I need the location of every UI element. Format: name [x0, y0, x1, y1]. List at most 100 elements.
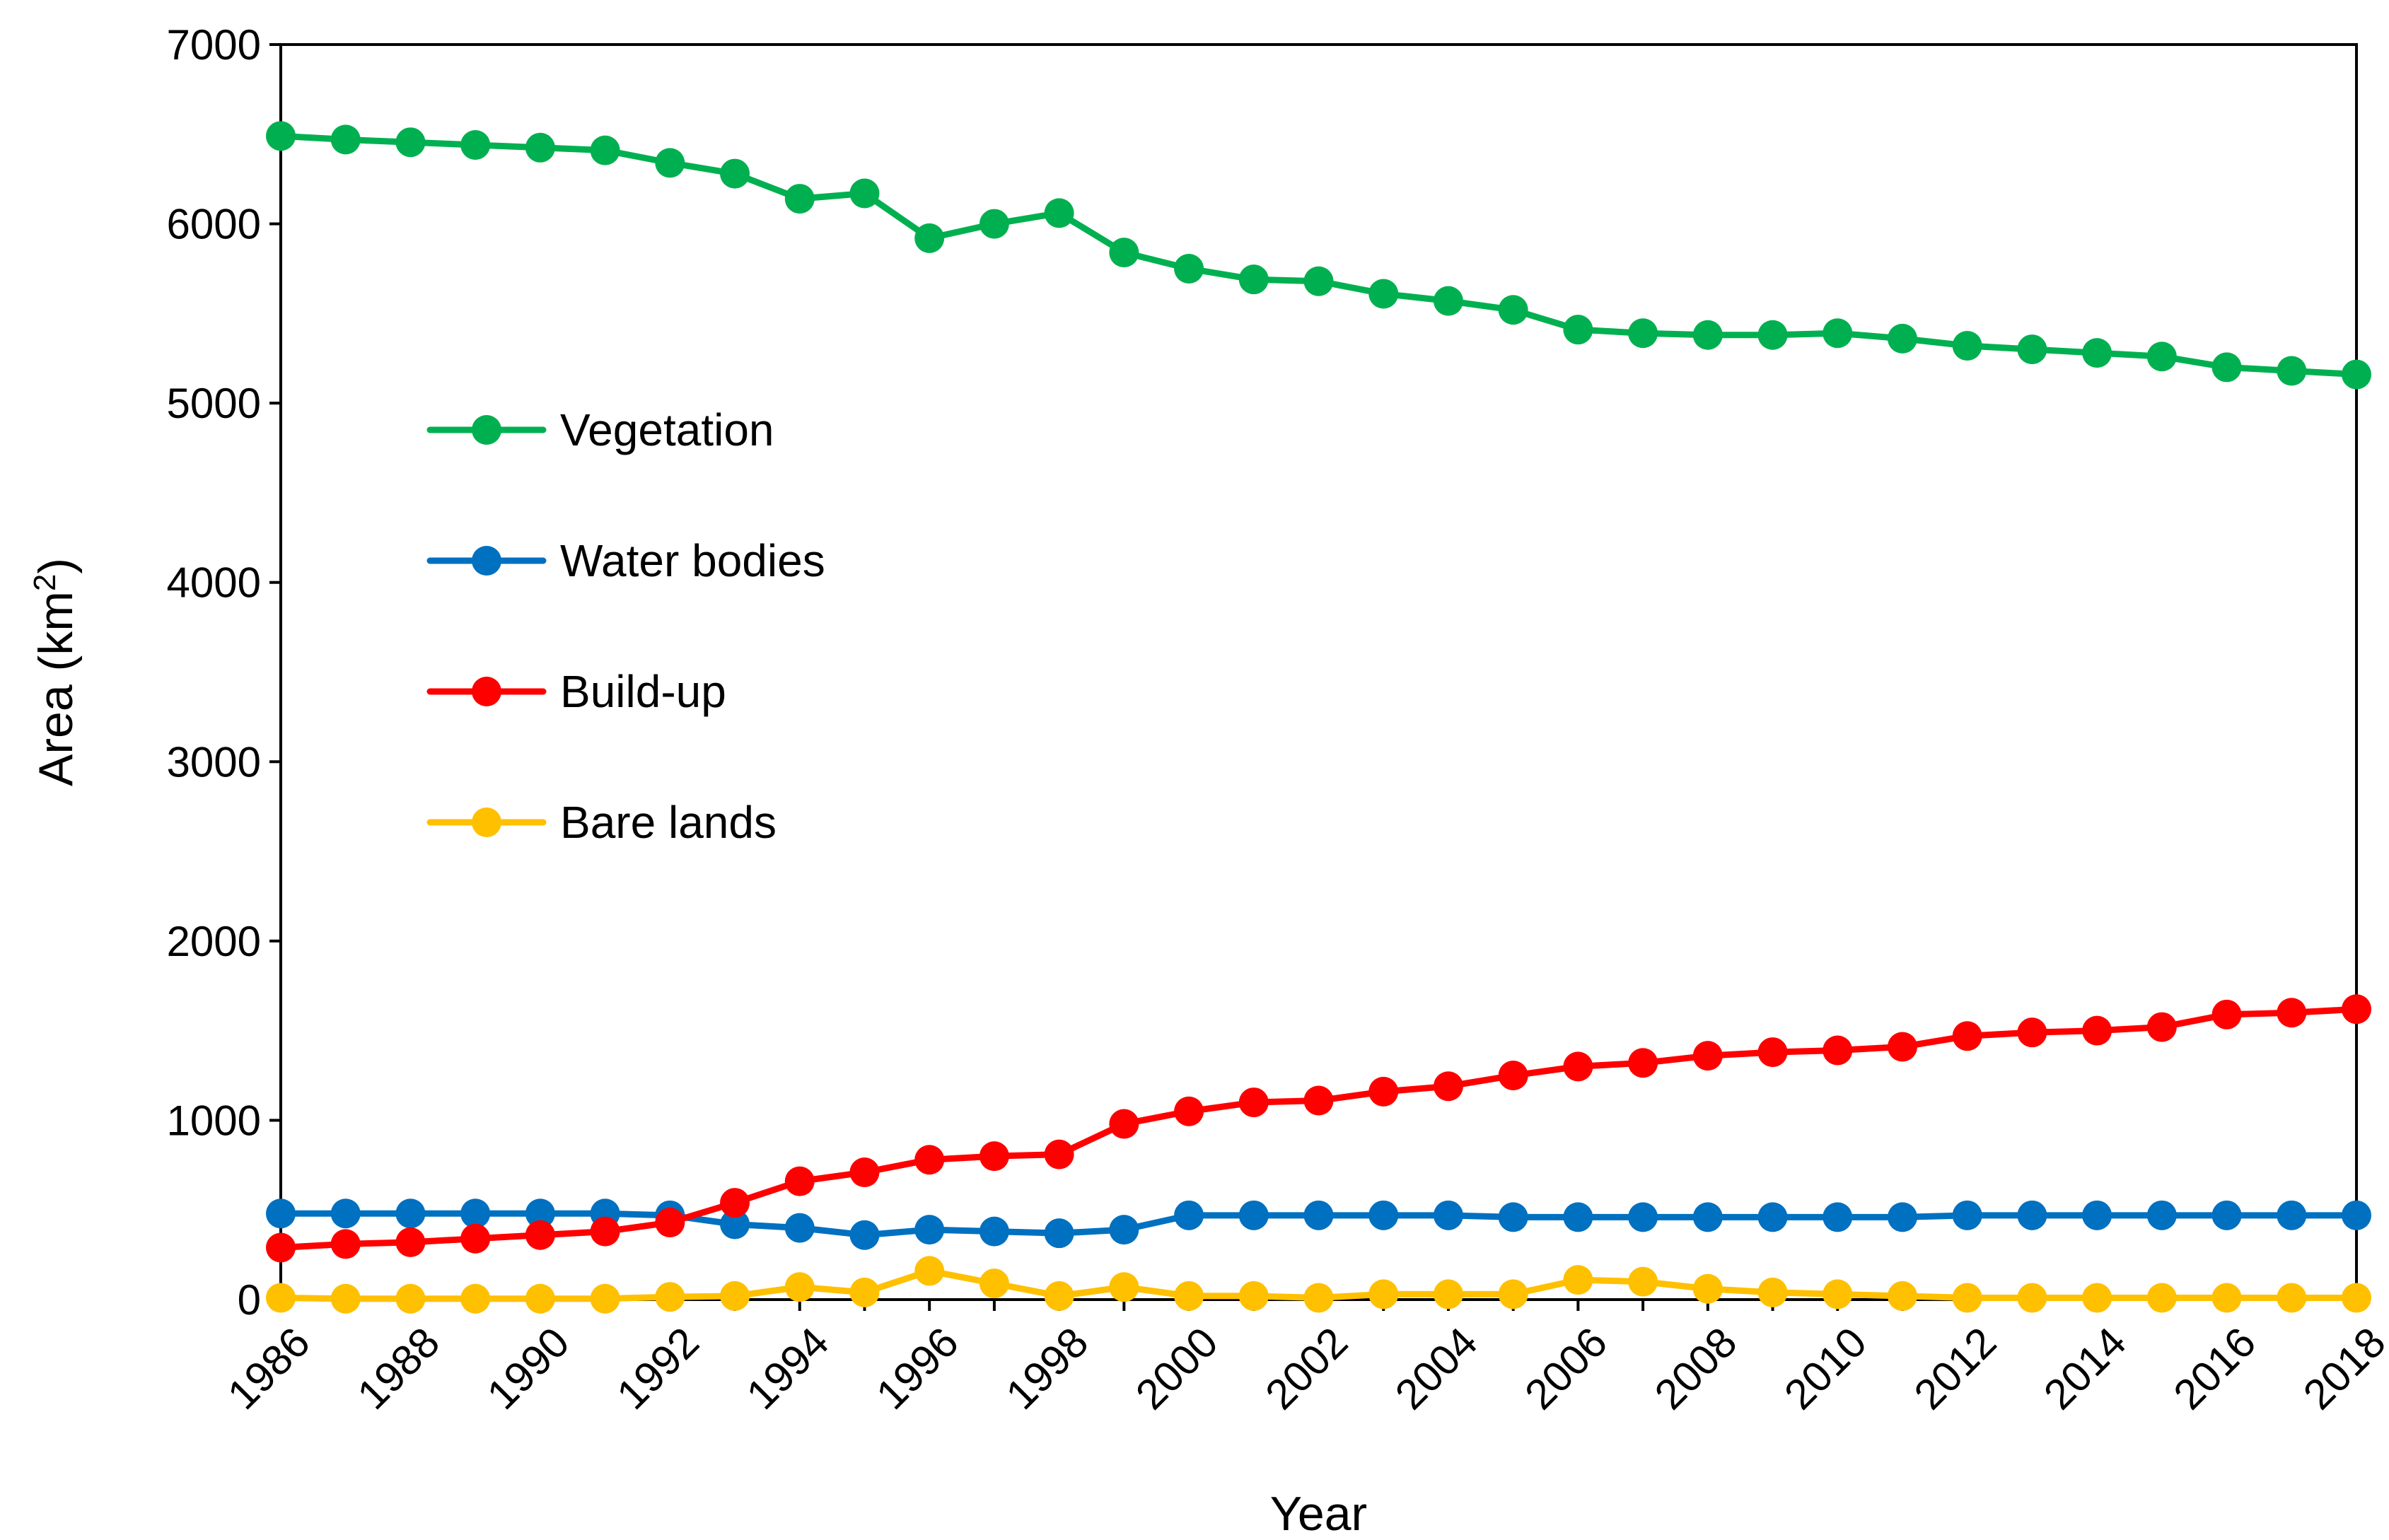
data-point-bare-lands: [1368, 1279, 1399, 1309]
data-point-build-up: [395, 1227, 426, 1257]
series-bare-lands: [266, 1256, 2371, 1314]
data-point-vegetation: [1692, 320, 1723, 350]
data-point-bare-lands: [2277, 1283, 2307, 1313]
data-point-bare-lands: [395, 1283, 426, 1314]
data-point-bare-lands: [720, 1281, 750, 1311]
data-point-vegetation: [1952, 331, 1982, 361]
x-tick-label: 2016: [2165, 1318, 2265, 1418]
data-point-water-bodies: [2277, 1200, 2307, 1230]
data-point-vegetation: [2342, 359, 2371, 390]
y-axis-title: Area (km2): [28, 558, 83, 786]
data-point-bare-lands: [1563, 1265, 1593, 1295]
series-water-bodies: [266, 1198, 2371, 1250]
data-point-build-up: [1628, 1048, 1658, 1078]
data-point-build-up: [2342, 994, 2371, 1025]
x-tick-label: 1988: [348, 1318, 448, 1418]
data-point-vegetation: [2082, 338, 2112, 368]
y-tick-label: 7000: [167, 21, 261, 69]
legend-item-vegetation: Vegetation: [426, 404, 774, 455]
y-axis: 0 1000 2000 3000 4000 5000 6000 7000: [167, 21, 281, 1324]
data-point-build-up: [2211, 999, 2242, 1029]
y-tick-label: 0: [238, 1276, 261, 1324]
legend-marker-water-bodies: [472, 546, 501, 576]
legend: Vegetation Water bodies Build-up Bare lands: [426, 404, 825, 848]
data-point-vegetation: [1109, 238, 1139, 268]
data-point-water-bodies: [460, 1198, 491, 1229]
data-point-bare-lands: [1238, 1281, 1269, 1311]
data-point-vegetation: [1303, 266, 1334, 296]
y-axis-title-main: Area (km: [29, 591, 83, 786]
x-tick-label: 2012: [1905, 1318, 2006, 1418]
x-tick-label: 2004: [1386, 1318, 1487, 1418]
data-point-water-bodies: [2342, 1200, 2371, 1230]
x-tick-label: 1994: [738, 1318, 838, 1418]
data-point-build-up: [784, 1166, 815, 1196]
data-point-bare-lands: [1109, 1272, 1139, 1302]
y-tick-label: 5000: [167, 380, 261, 427]
data-point-water-bodies: [266, 1198, 296, 1229]
x-tick-label: 1986: [219, 1318, 319, 1418]
y-tick-label: 1000: [167, 1097, 261, 1144]
x-tick-label: 2008: [1646, 1318, 1746, 1418]
data-point-vegetation: [1887, 323, 1917, 354]
data-point-water-bodies: [1498, 1202, 1528, 1232]
x-tick-label: 2000: [1127, 1318, 1227, 1418]
x-tick-label: 2014: [2035, 1318, 2135, 1418]
data-point-build-up: [1498, 1061, 1528, 1091]
data-point-build-up: [2146, 1012, 2177, 1042]
data-point-bare-lands: [460, 1283, 491, 1314]
x-tick-label: 1990: [478, 1318, 579, 1418]
data-point-build-up: [1952, 1021, 1982, 1051]
x-tick-label: 1998: [997, 1318, 1098, 1418]
data-point-bare-lands: [979, 1268, 1009, 1299]
data-point-vegetation: [784, 184, 815, 214]
data-point-water-bodies: [395, 1198, 426, 1229]
data-point-bare-lands: [1823, 1279, 1853, 1309]
data-point-vegetation: [914, 223, 945, 253]
data-point-build-up: [1563, 1051, 1593, 1082]
data-point-bare-lands: [1174, 1281, 1204, 1311]
data-point-bare-lands: [1692, 1273, 1723, 1304]
data-point-bare-lands: [1044, 1281, 1074, 1311]
data-point-build-up: [1823, 1035, 1853, 1066]
data-point-water-bodies: [1887, 1202, 1917, 1232]
x-tick-label: 2002: [1256, 1318, 1356, 1418]
data-point-water-bodies: [1952, 1200, 1982, 1230]
data-point-bare-lands: [655, 1282, 685, 1312]
data-point-vegetation: [1823, 318, 1853, 349]
data-point-water-bodies: [330, 1198, 361, 1229]
legend-marker-vegetation: [472, 415, 501, 445]
data-point-vegetation: [1174, 253, 1204, 284]
data-point-bare-lands: [2211, 1283, 2242, 1313]
data-point-water-bodies: [784, 1213, 815, 1243]
legend-label-water-bodies: Water bodies: [560, 535, 825, 586]
x-tick-label: 1992: [608, 1318, 708, 1418]
data-point-bare-lands: [2342, 1283, 2371, 1313]
data-point-vegetation: [330, 124, 361, 155]
data-point-bare-lands: [1303, 1283, 1334, 1313]
data-point-build-up: [590, 1216, 620, 1247]
legend-label-build-up: Build-up: [560, 666, 726, 717]
data-point-build-up: [1174, 1096, 1204, 1126]
legend-marker-build-up: [472, 677, 501, 706]
data-point-water-bodies: [979, 1216, 1009, 1247]
x-tick-label: 2010: [1775, 1318, 1876, 1418]
legend-item-build-up: Build-up: [426, 666, 726, 717]
data-point-build-up: [914, 1145, 945, 1175]
x-axis-title: Year: [1270, 1487, 1367, 1540]
data-point-water-bodies: [1823, 1202, 1853, 1232]
data-point-vegetation: [1563, 315, 1593, 345]
data-point-build-up: [266, 1232, 296, 1263]
data-point-water-bodies: [1563, 1202, 1593, 1232]
data-point-build-up: [330, 1229, 361, 1259]
data-point-vegetation: [395, 127, 426, 158]
data-point-vegetation: [1628, 318, 1658, 349]
data-point-water-bodies: [1303, 1200, 1334, 1230]
data-point-build-up: [1433, 1071, 1463, 1102]
x-tick-label: 2006: [1516, 1318, 1616, 1418]
data-point-build-up: [1238, 1087, 1269, 1118]
data-point-build-up: [2017, 1017, 2047, 1048]
data-point-build-up: [1368, 1076, 1399, 1107]
data-point-water-bodies: [720, 1209, 750, 1239]
y-tick-label: 2000: [167, 918, 261, 965]
